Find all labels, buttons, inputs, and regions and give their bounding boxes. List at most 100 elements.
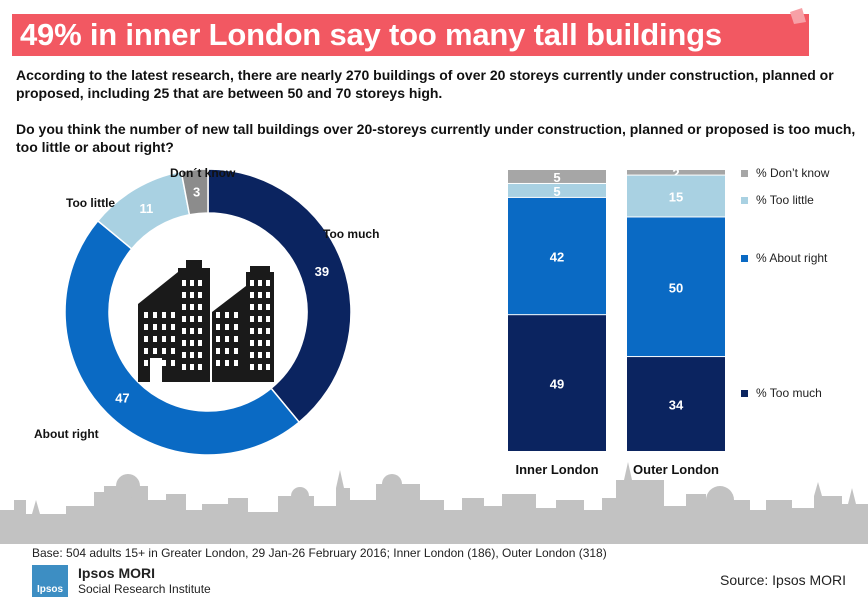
door-shape <box>150 358 162 382</box>
window-shape <box>182 352 186 358</box>
donut-category-label: Too little <box>66 196 115 210</box>
skyline-building <box>66 506 94 544</box>
skyline-building <box>502 494 536 544</box>
skyline-building <box>248 512 278 544</box>
window-shape <box>162 348 166 354</box>
window-shape <box>234 348 238 354</box>
window-shape <box>171 336 175 342</box>
window-shape <box>266 316 270 322</box>
window-shape <box>198 352 202 358</box>
skyline-building <box>350 500 376 544</box>
window-shape <box>234 336 238 342</box>
window-shape <box>190 316 194 322</box>
window-shape <box>250 280 254 286</box>
skyline-building <box>336 488 350 544</box>
skyline-building <box>148 500 166 544</box>
window-shape <box>144 360 148 366</box>
org-name: Ipsos MORI <box>78 565 156 581</box>
legend-label: % About right <box>756 251 828 265</box>
window-shape <box>266 328 270 334</box>
window-shape <box>171 360 175 366</box>
donut-value-label: 47 <box>115 391 129 406</box>
skyline-building <box>766 500 792 544</box>
legend-label: % Too much <box>756 386 822 400</box>
skyline-spire <box>814 482 822 496</box>
window-shape <box>234 360 238 366</box>
window-shape <box>258 304 262 310</box>
legend-swatch <box>741 255 748 262</box>
intro-text: According to the latest research, there … <box>16 67 834 101</box>
skyline-dome <box>382 474 402 494</box>
skyline-building <box>616 480 664 544</box>
donut-chart: 39 Too much 47 About right 11 Too little 3 Don´… <box>34 166 379 456</box>
skyline-building <box>814 496 842 544</box>
window-shape <box>225 360 229 366</box>
window-shape <box>144 336 148 342</box>
window-shape <box>258 328 262 334</box>
window-shape <box>153 348 157 354</box>
window-shape <box>234 312 238 318</box>
window-shape <box>144 324 148 330</box>
window-shape <box>225 348 229 354</box>
skyline-building <box>202 504 228 544</box>
window-shape <box>153 336 157 342</box>
bar-value-label: 5 <box>553 184 560 199</box>
window-shape <box>182 316 186 322</box>
title-bar: 49% in inner London say too many tall bu… <box>12 14 809 56</box>
building-shape <box>250 266 270 274</box>
building-shape <box>246 272 274 382</box>
building-shape <box>212 286 246 382</box>
donut-category-label: Don´t know <box>170 166 236 180</box>
bar-value-label: 2 <box>672 166 679 181</box>
skyline-building <box>166 494 186 544</box>
bar-segment <box>627 357 725 451</box>
skyline-building <box>462 498 484 544</box>
window-shape <box>190 292 194 298</box>
window-shape <box>250 340 254 346</box>
skyline-building <box>314 506 336 544</box>
window-shape <box>250 364 254 370</box>
skyline-dome <box>291 487 309 505</box>
window-shape <box>198 292 202 298</box>
skyline-building <box>94 492 104 544</box>
bar-segment <box>508 197 606 315</box>
window-shape <box>144 348 148 354</box>
window-shape <box>266 304 270 310</box>
bar-value-label: 50 <box>669 280 683 295</box>
bar-category-label: Outer London <box>633 462 719 477</box>
window-shape <box>171 324 175 330</box>
building-shape <box>186 260 202 270</box>
window-shape <box>258 352 262 358</box>
window-shape <box>190 280 194 286</box>
skyline-building <box>750 510 766 544</box>
skyline-building <box>0 510 14 544</box>
org-subtitle: Social Research Institute <box>78 582 211 596</box>
window-shape <box>225 312 229 318</box>
skyline-building <box>664 506 686 544</box>
window-shape <box>171 312 175 318</box>
page-title: 49% in inner London say too many tall bu… <box>20 17 722 52</box>
bar-category-label: Inner London <box>515 462 598 477</box>
legend-swatch <box>741 197 748 204</box>
window-shape <box>182 364 186 370</box>
donut-value-label: 39 <box>315 264 329 279</box>
window-shape <box>216 324 220 330</box>
window-shape <box>234 324 238 330</box>
window-shape <box>258 316 262 322</box>
window-shape <box>182 292 186 298</box>
skyline-spire <box>32 500 40 514</box>
skyline-building <box>444 510 462 544</box>
skyline-building <box>584 510 602 544</box>
ipsos-logo: Ipsos <box>32 565 68 597</box>
window-shape <box>216 348 220 354</box>
skyline-dome <box>706 486 734 514</box>
skyline-building <box>26 514 66 544</box>
skyline-building <box>556 500 584 544</box>
window-shape <box>266 280 270 286</box>
skyline-building <box>228 498 248 544</box>
donut-slice <box>207 168 352 424</box>
skyline-building <box>602 498 616 544</box>
window-shape <box>144 312 148 318</box>
window-shape <box>198 340 202 346</box>
donut-category-label: Too much <box>323 227 379 241</box>
